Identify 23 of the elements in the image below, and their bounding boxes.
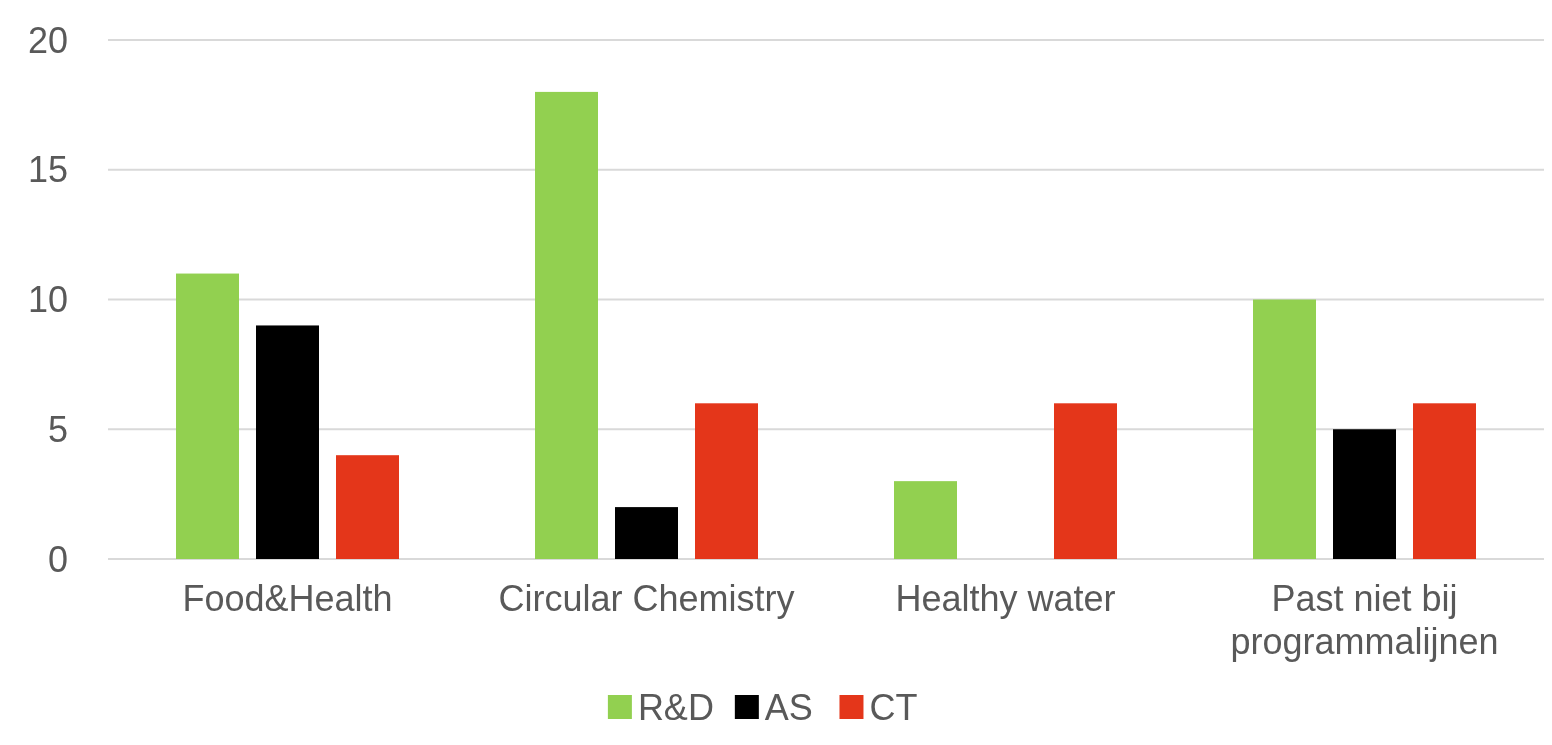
y-tick-label: 20	[27, 19, 68, 61]
bar	[1333, 429, 1396, 559]
bar	[535, 91, 598, 559]
x-tick-label: Healthy water	[895, 578, 1116, 619]
legend-label: CT	[869, 686, 918, 728]
bar	[695, 403, 758, 559]
bar	[615, 507, 678, 559]
y-tick-label: 5	[47, 408, 68, 450]
x-tick-label: Past niet bij programmalijnen	[1230, 578, 1499, 663]
bar	[176, 273, 239, 559]
bar	[336, 455, 399, 559]
bar	[1054, 403, 1117, 559]
bar	[1253, 299, 1316, 559]
legend-label: R&D	[637, 686, 714, 728]
bar	[1413, 403, 1476, 559]
x-tick-label: Circular Chemistry	[498, 578, 795, 619]
y-tick-label: 0	[47, 538, 68, 580]
bar	[256, 325, 319, 559]
legend-label: AS	[764, 686, 813, 728]
y-tick-label: 15	[27, 149, 68, 191]
y-tick-label: 10	[27, 279, 68, 321]
bar	[894, 481, 957, 559]
x-tick-label: Food&Health	[182, 578, 393, 619]
